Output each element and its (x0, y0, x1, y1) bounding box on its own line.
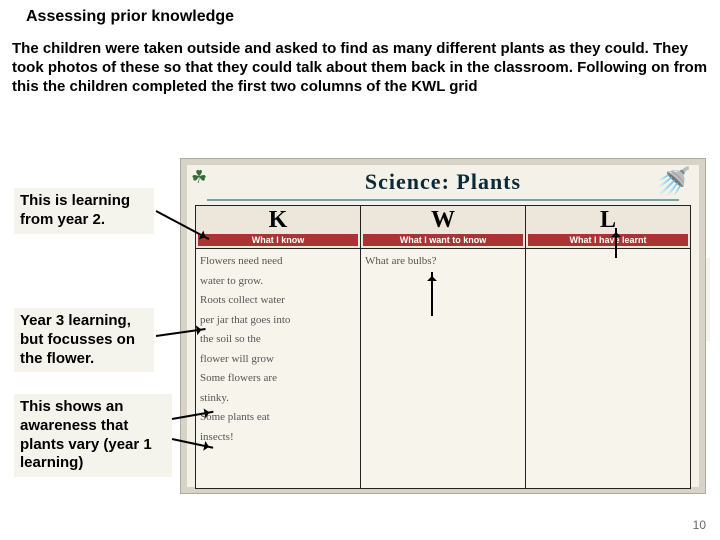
annotation-year2: This is learning from year 2. (14, 188, 154, 234)
intro-paragraph: The children were taken outside and aske… (12, 40, 708, 96)
kwl-col-w-header: W What I want to know (361, 206, 526, 249)
annotation-year1: This shows an awareness that plants vary… (14, 394, 172, 477)
kwl-sub-l: What I have learnt (528, 234, 688, 246)
annotation-year3: Year 3 learning, but focusses on the flo… (14, 308, 154, 372)
page-number: 10 (693, 518, 706, 532)
kwl-col-k-header: K What I know (196, 206, 361, 249)
kwl-cell-k: Flowers need needwater to grow.Roots col… (196, 249, 361, 489)
kwl-letter-l: L (528, 208, 688, 232)
page-title: Assessing prior knowledge (26, 8, 234, 26)
arrow-up-icon (431, 272, 433, 316)
kwl-letter-k: K (198, 208, 358, 232)
kwl-col-l-header: L What I have learnt (526, 206, 691, 249)
kwl-sub-k: What I know (198, 234, 358, 246)
kwl-photo: ☘ 🚿 Science: Plants K What I know W What… (180, 158, 706, 494)
kwl-sheet: ☘ 🚿 Science: Plants K What I know W What… (187, 165, 699, 487)
kwl-heading: Science: Plants (187, 169, 699, 195)
kwl-cell-w: What are bulbs? (361, 249, 526, 489)
kwl-cell-l (526, 249, 691, 489)
kwl-sub-w: What I want to know (363, 234, 523, 246)
arrow-up-icon (615, 228, 617, 258)
heading-underline (207, 199, 679, 201)
kwl-letter-w: W (363, 208, 523, 232)
